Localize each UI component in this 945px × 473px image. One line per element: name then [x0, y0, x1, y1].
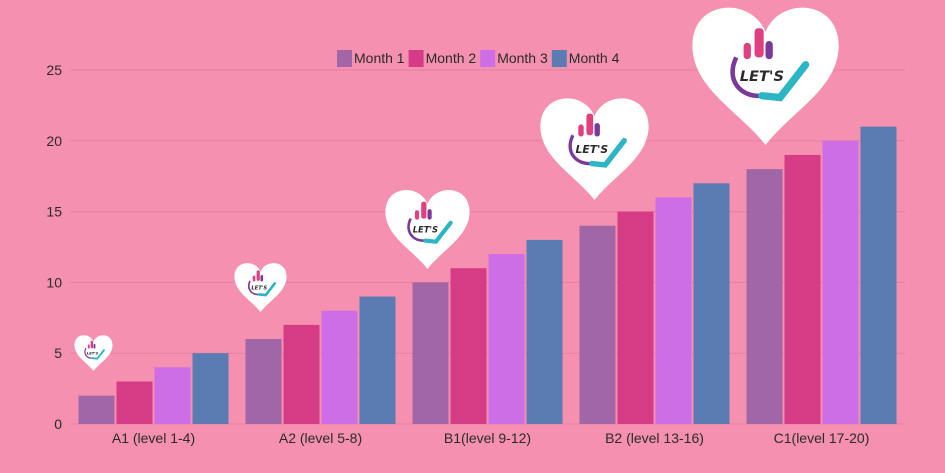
heart-logo-icon: LET'S — [385, 189, 470, 269]
bar — [192, 353, 229, 424]
legend-swatch — [408, 50, 424, 67]
x-tick-label: A1 (level 1-4) — [112, 430, 195, 446]
logo-text: LET'S — [740, 68, 784, 85]
legend-label: Month 1 — [354, 50, 405, 66]
bar — [617, 211, 654, 424]
bar — [359, 296, 396, 424]
bar — [245, 339, 282, 424]
y-tick-label: 15 — [46, 204, 62, 220]
legend-swatch — [551, 50, 567, 67]
y-tick-label: 5 — [54, 345, 62, 361]
legend-swatch — [337, 50, 352, 67]
x-tick-label: C1(level 17-20) — [774, 430, 870, 446]
legend-label: Month 4 — [569, 50, 620, 66]
bar — [579, 225, 616, 424]
y-tick-label: 25 — [46, 62, 62, 78]
y-axis-ticks: 0 5 10 15 20 25 — [46, 62, 62, 432]
legend-swatch — [480, 50, 496, 67]
x-tick-label: B2 (level 13-16) — [605, 430, 704, 446]
logo-text: LET'S — [87, 350, 99, 355]
y-tick-label: 20 — [46, 133, 62, 149]
bar — [488, 254, 525, 424]
bar — [784, 154, 821, 424]
heart-logo-icon: LET'S — [234, 263, 287, 312]
bar — [283, 324, 320, 424]
legend: Month 1 Month 2 Month 3 Month 4 — [337, 50, 620, 67]
bar — [526, 239, 563, 424]
bar — [154, 367, 191, 424]
logo-text: LET'S — [251, 285, 267, 291]
x-axis-ticks: A1 (level 1-4) A2 (level 5-8) B1(level 9-1… — [112, 430, 869, 446]
logo-text: LET'S — [413, 224, 438, 234]
bar — [116, 381, 153, 424]
x-tick-label: A2 (level 5-8) — [279, 430, 362, 446]
bar — [860, 126, 897, 424]
logo-text: LET'S — [575, 143, 608, 156]
bar — [655, 197, 692, 424]
x-tick-label: B1(level 9-12) — [444, 430, 531, 446]
y-tick-label: 0 — [54, 416, 62, 432]
bar — [450, 268, 487, 424]
bars — [78, 126, 897, 425]
bar — [321, 310, 358, 424]
heart-logo-icon: LET'S — [74, 335, 113, 371]
y-tick-label: 10 — [46, 274, 62, 290]
heart-logo-icon: LET'S — [540, 98, 649, 200]
bar — [412, 282, 449, 424]
legend-label: Month 2 — [426, 50, 477, 66]
heart-logo-icon: LET'S — [692, 7, 839, 145]
legend-label: Month 3 — [497, 50, 548, 66]
bar — [78, 395, 115, 424]
bar — [822, 140, 859, 425]
bar — [746, 169, 783, 424]
heart-logo-decorations: LET'S LET'S LET'S LET'S LET'S — [74, 7, 839, 371]
bar — [693, 183, 730, 424]
